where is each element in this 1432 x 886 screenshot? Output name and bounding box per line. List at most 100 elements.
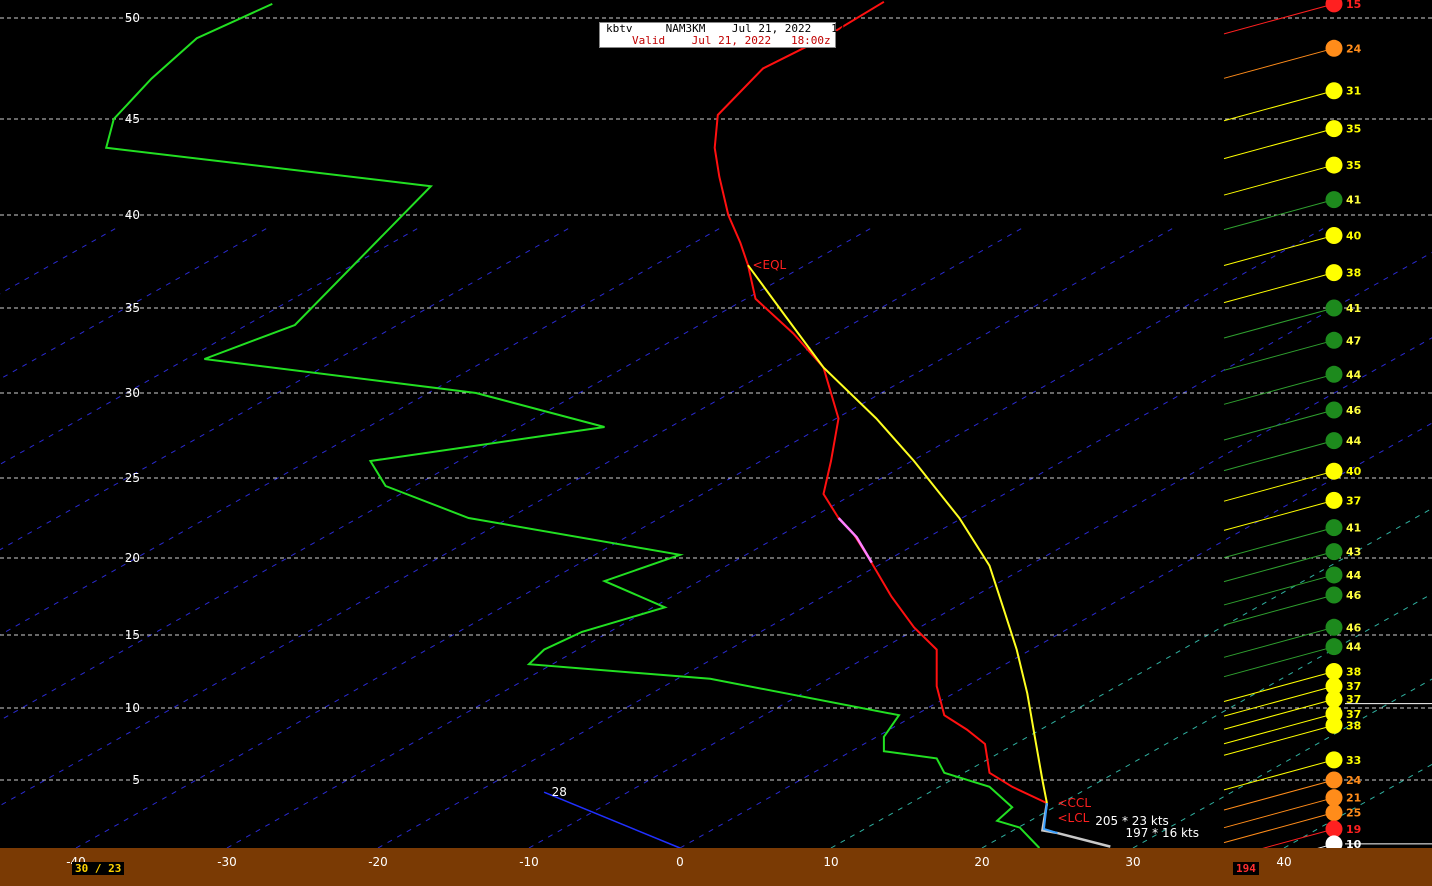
wind-speed-dot [1325, 820, 1343, 838]
wind-speed-dot [1325, 120, 1343, 138]
wind-speed-label: 41 [1346, 194, 1361, 207]
wind-barb [1223, 812, 1335, 844]
x-tick-label: 20 [974, 855, 989, 869]
wind-speed-dot [1325, 771, 1343, 789]
wind-speed-dot [1325, 331, 1343, 349]
wind-speed-dot [1325, 462, 1343, 480]
y-tick-labels: 5 10 15 20 25 30 35 40 45 50 [125, 11, 140, 787]
height-gridlines [0, 17, 1432, 781]
wind-barb [1223, 594, 1335, 626]
isotherm-line [1132, 678, 1432, 849]
wind-barb [1223, 409, 1335, 441]
y-tick-label: 35 [125, 301, 140, 315]
wind-speed-label: 35 [1346, 123, 1361, 136]
wind-speed-dot [1325, 226, 1343, 244]
wind-speed-label: 25 [1346, 807, 1361, 820]
wind-column: 1215243135354140384147444644403741434446… [1223, 0, 1432, 886]
wind-barb [1223, 3, 1335, 35]
wind-speed-label: 24 [1346, 42, 1362, 55]
isotherm-line [0, 226, 271, 380]
isotherm-line [679, 422, 1432, 849]
wind-speed-label: 37 [1346, 693, 1361, 706]
wind-barb [1223, 440, 1335, 472]
wind-speed-label: 35 [1346, 159, 1361, 172]
wind-speed-dot [1325, 618, 1343, 636]
x-tick-label: 0 [676, 855, 684, 869]
model-run-label: kbtv NAM3KM Jul 21, 2022 12z [606, 22, 852, 35]
isotherm-line [528, 337, 1432, 849]
wind-barb [1223, 272, 1335, 304]
wind-barb [1223, 470, 1335, 502]
wind-speed-dot [1325, 586, 1343, 604]
wind-barb [1223, 797, 1335, 829]
wind-speed-label: 33 [1346, 754, 1361, 767]
wind-barb [1223, 90, 1335, 122]
wind-vector-line [543, 791, 681, 849]
wind-barb [1223, 698, 1335, 730]
wind-speed-label: 46 [1346, 621, 1362, 634]
wind-speed-label: 44 [1346, 368, 1362, 381]
highlight-segment [837, 517, 873, 564]
wind-barb [1223, 646, 1335, 678]
wind-speed-dot [1325, 401, 1343, 419]
wind-barb [1223, 713, 1335, 745]
wind-speed-dot [1325, 751, 1343, 769]
x-tick-label: 30 [1125, 855, 1140, 869]
wind-barb [1223, 724, 1335, 756]
chart-annotation: 28 [552, 785, 567, 799]
y-tick-label: 5 [132, 773, 140, 787]
profile-series-line [104, 2, 1041, 849]
wind-speed-dot [1325, 0, 1343, 13]
wind-barb [1223, 307, 1335, 339]
wind-speed-dot [1325, 519, 1343, 537]
y-tick-label: 45 [125, 112, 140, 126]
wind-barb [1223, 234, 1335, 266]
wind-speed-label: 31 [1346, 85, 1361, 98]
wind-speed-label: 44 [1346, 569, 1362, 582]
wind-speed-dot [1325, 789, 1343, 807]
wind-speed-label: 41 [1346, 302, 1361, 315]
profile-series-line [747, 264, 1048, 804]
model-info-box: kbtv NAM3KM Jul 21, 2022 12z Valid Jul 2… [599, 22, 852, 48]
wind-speed-dot [1325, 566, 1343, 584]
y-tick-label: 20 [125, 551, 140, 565]
wind-speed-label: 15 [1346, 0, 1361, 11]
isotherm-line [0, 226, 573, 551]
wind-speed-dot [1325, 365, 1343, 383]
isotherm-line [0, 226, 422, 465]
wind-speed-label: 40 [1346, 465, 1362, 478]
chart-annotation: 205 * 23 kts [1095, 814, 1169, 828]
valid-time-label: Valid Jul 21, 2022 18:00z [632, 34, 831, 47]
wind-speed-dot [1325, 638, 1343, 656]
isotherm-line [0, 226, 875, 721]
wind-speed-label: 37 [1346, 708, 1361, 721]
wind-speed-dot [1325, 716, 1343, 734]
wind-barb [1223, 551, 1335, 583]
surface-value-badge: 30 / 23 [72, 862, 125, 875]
wind-speed-dot [1325, 299, 1343, 317]
lcl-segment [1042, 803, 1058, 834]
wind-speed-label: 21 [1346, 792, 1361, 805]
wind-speed-label: 44 [1346, 435, 1362, 448]
wind-barb [1223, 339, 1335, 371]
chart-annotation: <CCL [1058, 796, 1092, 810]
wind-speed-label: 37 [1346, 494, 1361, 507]
wind-speed-label: 19 [1346, 823, 1361, 836]
wind-speed-label: 46 [1346, 404, 1362, 417]
wind-speed-label: 47 [1346, 334, 1361, 347]
skewed-isotherms [0, 226, 1432, 849]
wind-barb [1223, 574, 1335, 606]
wind-barb [1223, 671, 1335, 702]
y-tick-label: 15 [125, 628, 140, 642]
y-tick-label: 25 [125, 471, 140, 485]
profile-lines [104, 0, 1111, 849]
wind-speed-label: 38 [1346, 666, 1361, 679]
wind-speed-dot [1325, 156, 1343, 174]
wind-speed-dot [1325, 39, 1343, 57]
wind-speed-label: 44 [1346, 641, 1362, 654]
y-tick-label: 50 [125, 11, 140, 25]
wind-speed-label: 37 [1346, 680, 1361, 693]
wind-speed-label: 46 [1346, 589, 1362, 602]
